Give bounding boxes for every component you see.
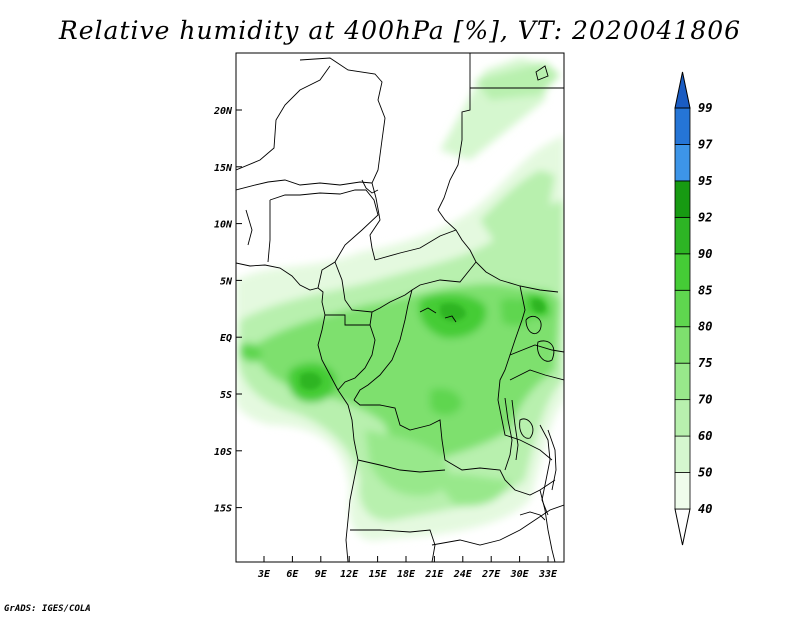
colorbar-label: 80 — [698, 320, 712, 334]
map-title: Relative humidity at 400hPa [%], VT: 202… — [58, 16, 742, 45]
colorbar-label: 99 — [698, 101, 712, 115]
lon-tick-label: 3E — [257, 569, 271, 580]
colorbar-label: 95 — [698, 174, 712, 188]
colorbar-label: 85 — [698, 283, 712, 297]
lat-tick-label: 5S — [220, 390, 232, 401]
colorbar-segment — [674, 180, 691, 218]
lat-tick-label: 5N — [220, 276, 233, 287]
lon-tick-label: 33E — [538, 569, 558, 580]
longitude-axis: 3E 6E 9E 12E 15E 18E 21E 24E 27E 30E 33E — [257, 556, 558, 580]
colorbar-label: 90 — [698, 247, 712, 261]
colorbar-label: 97 — [698, 137, 713, 151]
lon-tick-label: 12E — [340, 569, 359, 580]
lon-tick-label: 30E — [510, 569, 530, 580]
colorbar-segment — [674, 107, 691, 145]
colorbar-segment — [674, 472, 691, 510]
grads-credit: GrADS: IGES/COLA — [4, 604, 91, 614]
colorbar: 40 50 60 70 75 80 85 90 92 95 97 99 — [674, 71, 713, 546]
colorbar-segment — [674, 362, 691, 401]
colorbar-label: 92 — [698, 210, 712, 224]
latitude-axis: 20N 15N 10N 5N EQ 5S 10S 15S — [213, 106, 242, 515]
humidity-field — [236, 53, 564, 562]
lon-tick-label: 24E — [453, 569, 473, 580]
colorbar-label: 50 — [698, 466, 712, 480]
lon-tick-label: 6E — [286, 569, 299, 580]
colorbar-segment — [674, 326, 691, 364]
lat-tick-label: 20N — [213, 106, 233, 117]
lon-tick-label: 9E — [315, 569, 328, 580]
lon-tick-label: 21E — [424, 569, 444, 580]
colorbar-segment — [674, 435, 691, 473]
colorbar-label: 40 — [698, 502, 712, 516]
colorbar-low-cap — [674, 508, 691, 546]
colorbar-segment — [674, 216, 691, 255]
lat-tick-label: EQ — [220, 333, 232, 344]
country-borders — [236, 53, 564, 562]
colorbar-segment — [674, 289, 691, 328]
colorbar-segment — [674, 253, 691, 291]
colorbar-segment — [674, 399, 691, 437]
map-frame — [235, 52, 565, 563]
lat-tick-label: 15N — [214, 163, 233, 174]
colorbar-segment — [674, 144, 691, 182]
lon-tick-label: 27E — [481, 569, 501, 580]
colorbar-label: 75 — [698, 356, 712, 370]
colorbar-high-cap — [674, 71, 691, 109]
colorbar-label: 70 — [698, 393, 712, 407]
lon-tick-label: 15E — [369, 569, 388, 580]
lat-tick-label: 10N — [214, 220, 233, 231]
lat-tick-label: 10S — [214, 447, 232, 458]
lon-tick-label: 18E — [397, 569, 416, 580]
lat-tick-label: 15S — [214, 504, 232, 515]
colorbar-label: 60 — [698, 429, 712, 443]
